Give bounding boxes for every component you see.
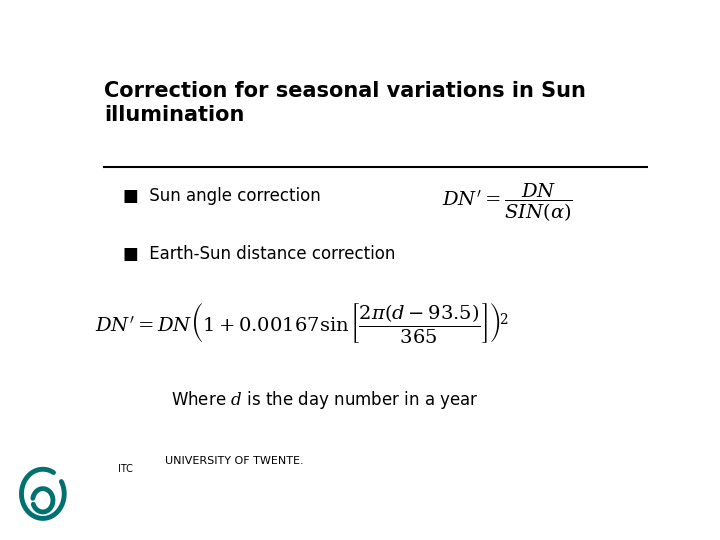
Text: $DN'= \dfrac{DN}{SIN(\alpha)}$: $DN'= \dfrac{DN}{SIN(\alpha)}$: [441, 181, 572, 223]
Text: ■  Earth-Sun distance correction: ■ Earth-Sun distance correction: [124, 245, 396, 263]
Text: ■  Sun angle correction: ■ Sun angle correction: [124, 187, 321, 205]
Text: Where $d$ is the day number in a year: Where $d$ is the day number in a year: [171, 388, 478, 410]
Text: ITC: ITC: [117, 464, 132, 474]
Text: UNIVERSITY OF TWENTE.: UNIVERSITY OF TWENTE.: [166, 456, 304, 465]
Text: Correction for seasonal variations in Sun
illumination: Correction for seasonal variations in Su…: [104, 82, 586, 125]
Text: $DN'= DN\left(1+0.00167\sin\left[\dfrac{2\pi(d-93.5)}{365}\right]\right)^{\!2}$: $DN'= DN\left(1+0.00167\sin\left[\dfrac{…: [95, 300, 509, 345]
